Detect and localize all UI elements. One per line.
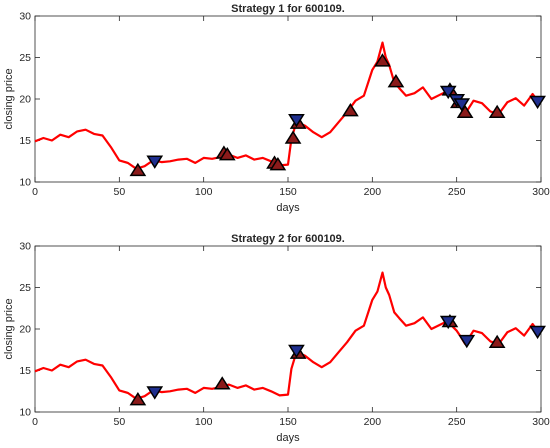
x-tick-label: 150 xyxy=(279,416,297,428)
sell-marker xyxy=(439,85,457,100)
y-tick-label: 10 xyxy=(19,177,31,189)
x-axis-label: days xyxy=(276,202,300,214)
sell-marker xyxy=(529,95,546,110)
x-tick-label: 300 xyxy=(532,416,550,428)
sell-marker xyxy=(529,325,546,340)
buy-marker xyxy=(488,104,506,119)
y-tick-label: 20 xyxy=(19,94,31,106)
price-series-line xyxy=(34,271,539,400)
buy-marker xyxy=(269,156,287,171)
buy-marker xyxy=(218,147,236,161)
buy-marker xyxy=(284,130,302,144)
chart-title: Strategy 2 for 600109. xyxy=(231,233,345,245)
x-tick-label: 100 xyxy=(195,416,213,428)
y-tick-label: 20 xyxy=(19,324,31,336)
y-tick-label: 25 xyxy=(19,52,31,64)
y-tick-label: 25 xyxy=(19,282,31,294)
buy-marker xyxy=(213,376,231,390)
chart-title: Strategy 1 for 600109. xyxy=(231,3,345,15)
x-tick-label: 250 xyxy=(448,186,466,198)
buy-marker xyxy=(342,103,359,117)
plot-area xyxy=(34,245,542,413)
x-tick-label: 0 xyxy=(32,416,38,428)
sell-marker xyxy=(453,98,471,112)
sell-marker xyxy=(146,386,164,400)
buy-marker xyxy=(387,73,405,88)
x-axis-label: days xyxy=(276,432,300,444)
buy-marker xyxy=(129,162,147,177)
y-tick-label: 15 xyxy=(19,365,31,377)
x-tick-label: 100 xyxy=(195,186,213,198)
buy-marker xyxy=(456,104,474,119)
buy-marker xyxy=(374,53,391,67)
x-tick-label: 0 xyxy=(32,186,38,198)
y-tick-label: 30 xyxy=(19,11,31,23)
x-tick-label: 50 xyxy=(113,186,125,198)
sell-marker xyxy=(288,344,305,359)
sell-marker xyxy=(288,113,305,128)
x-tick-label: 300 xyxy=(532,186,550,198)
x-tick-label: 50 xyxy=(113,416,125,428)
x-tick-label: 150 xyxy=(279,186,297,198)
y-tick-label: 10 xyxy=(19,407,31,419)
x-tick-label: 200 xyxy=(364,416,382,428)
sell-marker xyxy=(458,334,476,349)
chart-panel-strategy-2: 0 50 100 150 200 250 300 10 15 20 25 30 Strategy 2 f… xyxy=(3,233,550,444)
y-tick-label: 15 xyxy=(19,135,31,147)
x-tick-label: 250 xyxy=(448,416,466,428)
buy-marker xyxy=(488,334,506,349)
y-axis-label: closing price xyxy=(3,298,15,359)
y-axis-label: closing price xyxy=(3,68,15,129)
x-tick-label: 200 xyxy=(364,186,382,198)
sell-marker xyxy=(439,315,457,330)
sell-marker xyxy=(146,155,164,169)
buy-marker xyxy=(129,391,147,406)
y-tick-label: 30 xyxy=(19,241,31,253)
chart-panel-strategy-1: 0 50 100 150 200 250 300 10 15 20 25 30 Strategy 1 f… xyxy=(3,3,550,214)
